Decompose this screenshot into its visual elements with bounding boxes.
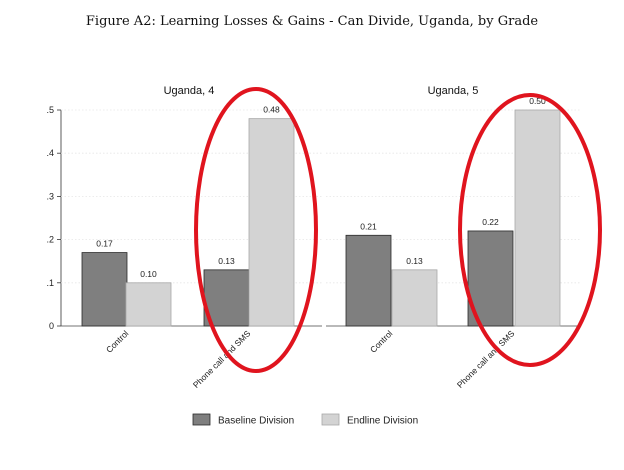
- bar-value-label: 0.21: [360, 221, 377, 231]
- legend-swatch: [192, 413, 211, 426]
- bar-value-label: 0.13: [218, 256, 235, 266]
- panel-title: Uganda, 5: [428, 85, 479, 97]
- highlight-ellipse: [194, 87, 318, 373]
- bar: [248, 118, 295, 327]
- category-label: Phone call and SMS: [191, 328, 253, 390]
- y-tick-label: .1: [46, 278, 54, 288]
- y-tick-label: 0: [49, 321, 54, 331]
- y-tick-label: .5: [46, 105, 54, 115]
- bar: [203, 269, 250, 327]
- category-label: Control: [104, 328, 131, 355]
- bar: [391, 269, 438, 327]
- bar: [81, 252, 128, 327]
- bar-value-label: 0.13: [406, 256, 423, 266]
- y-tick-label: .2: [46, 235, 54, 245]
- highlight-ellipse: [458, 93, 602, 367]
- bar-value-label: 0.10: [140, 269, 157, 279]
- bar: [345, 234, 392, 327]
- bar-value-label: 0.17: [96, 239, 113, 249]
- bar-value-label: 0.48: [263, 105, 280, 115]
- bar: [514, 109, 561, 327]
- panel-title: Uganda, 4: [164, 85, 215, 97]
- legend-label: Baseline Division: [218, 416, 294, 427]
- y-tick-label: .3: [46, 191, 54, 201]
- bar: [125, 282, 172, 327]
- category-label: Control: [368, 328, 395, 355]
- figure-title: Figure A2: Learning Losses & Gains - Can…: [85, 14, 539, 29]
- legend-label: Endline Division: [347, 416, 418, 427]
- bar-value-label: 0.22: [482, 217, 499, 227]
- y-tick-label: .4: [46, 148, 54, 158]
- legend-swatch: [321, 413, 340, 426]
- bar-value-label: 0.50: [529, 96, 546, 106]
